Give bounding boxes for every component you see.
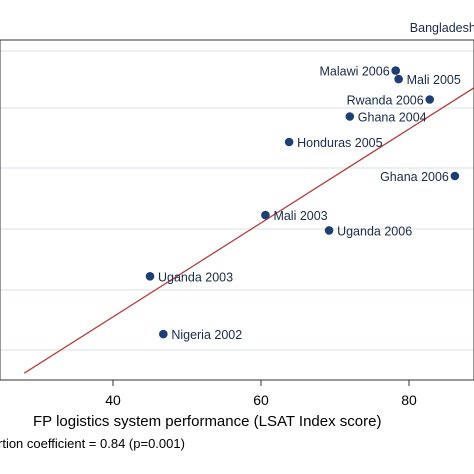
point-label: Rwanda 2006 xyxy=(347,94,424,108)
x-tick-label: 80 xyxy=(401,392,417,408)
x-axis-title: FP logistics system performance (LSAT In… xyxy=(33,413,381,430)
correlation-note: rtion coefficient = 0.84 (p=0.001) xyxy=(0,436,185,451)
data-point xyxy=(324,226,334,235)
data-point xyxy=(391,66,400,75)
data-point xyxy=(145,272,155,281)
point-label: Mali 2005 xyxy=(407,73,461,87)
regression-line-group xyxy=(23,87,474,374)
point-label: Nigeria 2002 xyxy=(171,328,242,342)
point-label: Uganda 2006 xyxy=(337,224,412,238)
point-label: Bangladesh xyxy=(410,21,474,35)
point-label: Malawi 2006 xyxy=(319,65,389,79)
data-point xyxy=(450,171,460,181)
data-point xyxy=(425,95,435,104)
point-label: Ghana 2006 xyxy=(380,170,449,184)
gridlines xyxy=(0,50,474,351)
point-label: Ghana 2004 xyxy=(358,111,427,125)
data-point xyxy=(345,112,355,121)
regression-line xyxy=(23,87,474,374)
x-tick-label: 60 xyxy=(253,392,269,408)
data-points: Bangladesh Malawi 2006 Mali 2005 Rwanda 200… xyxy=(145,21,474,342)
data-point xyxy=(261,210,270,220)
x-tick-label: 40 xyxy=(105,392,121,408)
data-point xyxy=(284,137,294,147)
point-label: Honduras 2005 xyxy=(297,136,383,150)
point-label: Mali 2003 xyxy=(273,209,327,223)
data-point xyxy=(159,329,168,339)
data-point xyxy=(394,74,403,84)
x-axis-ticks: 40 60 80 xyxy=(105,380,417,408)
plot-frame xyxy=(0,39,474,381)
point-label: Uganda 2003 xyxy=(158,270,233,284)
